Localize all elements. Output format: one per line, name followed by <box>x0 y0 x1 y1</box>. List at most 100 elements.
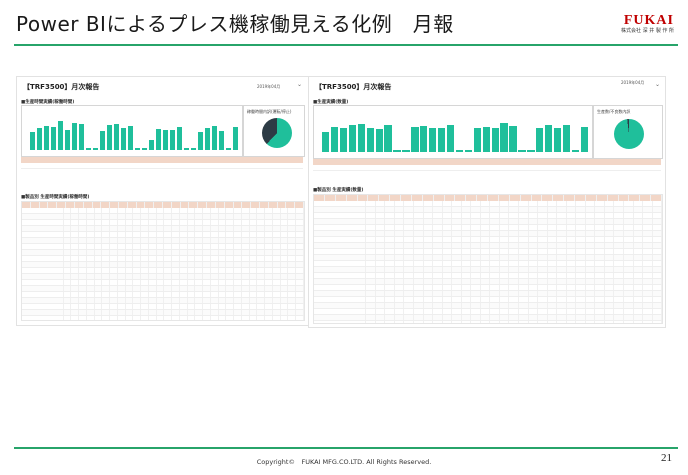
table-row <box>314 315 662 321</box>
left-pie-chart <box>262 118 292 148</box>
right-section1-title: ■生産実績(数量) <box>313 100 349 105</box>
chart-bar <box>85 148 92 150</box>
table-row <box>22 298 304 304</box>
chart-bar <box>375 128 383 152</box>
chart-bar <box>482 126 490 152</box>
chart-bar <box>509 126 517 152</box>
right-report-title: 【TRF3500】月次報告 <box>315 83 392 91</box>
page-number: 21 <box>661 452 672 464</box>
chart-bar <box>527 149 535 152</box>
chart-bar <box>437 128 446 152</box>
table-row <box>314 213 662 219</box>
chart-bar <box>197 132 204 150</box>
table-row <box>314 237 662 243</box>
table-row <box>314 207 662 213</box>
left-report-panel: 【TRF3500】月次報告 2019年04月 ⌄ ■生産時間実績(稼働時間) 稼… <box>16 76 310 326</box>
chart-bar <box>162 130 169 150</box>
right-month-select[interactable]: 2019年04月 <box>621 80 645 85</box>
chevron-down-icon[interactable]: ⌄ <box>297 81 303 88</box>
table-row <box>22 316 304 320</box>
chart-bar <box>411 126 419 152</box>
table-row <box>314 285 662 291</box>
chart-bar <box>176 126 183 150</box>
table-row <box>314 249 662 255</box>
table-row <box>22 304 304 310</box>
chart-bar <box>50 126 57 150</box>
right-product-table <box>313 194 663 324</box>
chart-bar <box>127 126 134 150</box>
left-report-title: 【TRF3500】月次報告 <box>23 83 100 91</box>
right-section2-title: ■製品別 生産実績(数量) <box>313 188 364 193</box>
chart-bar <box>57 121 64 150</box>
chart-bar <box>571 149 580 152</box>
chart-bar <box>330 126 339 152</box>
table-row <box>22 232 304 238</box>
table-row <box>22 268 304 274</box>
company-logo: FUKAI 株式会社 深 井 製 作 所 <box>621 14 674 35</box>
table-row <box>22 244 304 250</box>
table-row <box>22 280 304 286</box>
left-section2-title: ■製品別 生産時間実績(稼働時間) <box>21 195 90 200</box>
right-bar-chart <box>313 105 593 159</box>
left-summary-table <box>21 157 303 171</box>
table-row <box>314 309 662 315</box>
table-row <box>22 238 304 244</box>
copyright-footer: Copyright© FUKAI MFG.CO.LTD. All Rights … <box>256 458 432 466</box>
table-row <box>22 310 304 316</box>
chart-bar <box>455 149 464 152</box>
chart-bar <box>190 148 197 150</box>
left-pie-title: 稼働時間内訳(運転/停止) <box>247 109 292 114</box>
chart-bar <box>339 127 348 152</box>
chevron-down-icon[interactable]: ⌄ <box>655 81 661 88</box>
chart-bar <box>134 148 141 150</box>
right-report-panel: 【TRF3500】月次報告 2019年04月 ⌄ ■生産実績(数量) 生産数/不… <box>308 76 666 328</box>
table-row <box>22 220 304 226</box>
table-row <box>314 243 662 249</box>
chart-bar <box>211 126 217 150</box>
chart-bar <box>218 130 224 150</box>
table-row <box>314 273 662 279</box>
table-row <box>22 250 304 256</box>
table-row <box>22 208 304 214</box>
chart-bar <box>204 128 210 150</box>
table-row <box>314 225 662 231</box>
table-row <box>22 214 304 220</box>
logo-brand: FUKAI <box>623 13 674 28</box>
left-month-select[interactable]: 2019年04月 <box>257 84 281 89</box>
slide-title: Power BIによるプレス機稼働見える化例 月報 <box>16 12 454 36</box>
chart-bar <box>169 129 176 150</box>
chart-bar <box>393 149 401 152</box>
chart-bar <box>357 124 366 152</box>
chart-bar <box>473 127 481 152</box>
chart-bar <box>553 127 562 152</box>
chart-bar <box>92 148 99 150</box>
table-row <box>314 321 662 323</box>
chart-bar <box>99 130 106 150</box>
table-row <box>22 286 304 292</box>
chart-bar <box>106 125 113 150</box>
chart-bar <box>518 149 526 152</box>
chart-bar <box>78 124 85 150</box>
chart-bar <box>580 126 589 152</box>
right-pie-title: 生産数/不良数内訳 <box>597 109 631 114</box>
table-row <box>314 303 662 309</box>
chart-bar <box>113 123 120 150</box>
table-row <box>314 201 662 207</box>
chart-bar <box>43 126 50 150</box>
chart-bar <box>366 128 374 152</box>
right-pie-chart <box>614 119 644 149</box>
chart-bar <box>36 127 43 150</box>
chart-bar <box>348 125 357 152</box>
top-rule <box>14 44 678 46</box>
table-row <box>314 291 662 297</box>
left-section1-title: ■生産時間実績(稼働時間) <box>21 100 75 105</box>
chart-bar <box>429 127 437 152</box>
table-row <box>314 255 662 261</box>
left-pie-box: 稼働時間内訳(運転/停止) <box>243 105 305 157</box>
table-row <box>314 297 662 303</box>
table-row <box>22 226 304 232</box>
chart-bar <box>500 122 508 152</box>
chart-bar <box>120 127 127 150</box>
right-pie-box: 生産数/不良数内訳 <box>593 105 663 159</box>
chart-bar <box>183 148 190 150</box>
